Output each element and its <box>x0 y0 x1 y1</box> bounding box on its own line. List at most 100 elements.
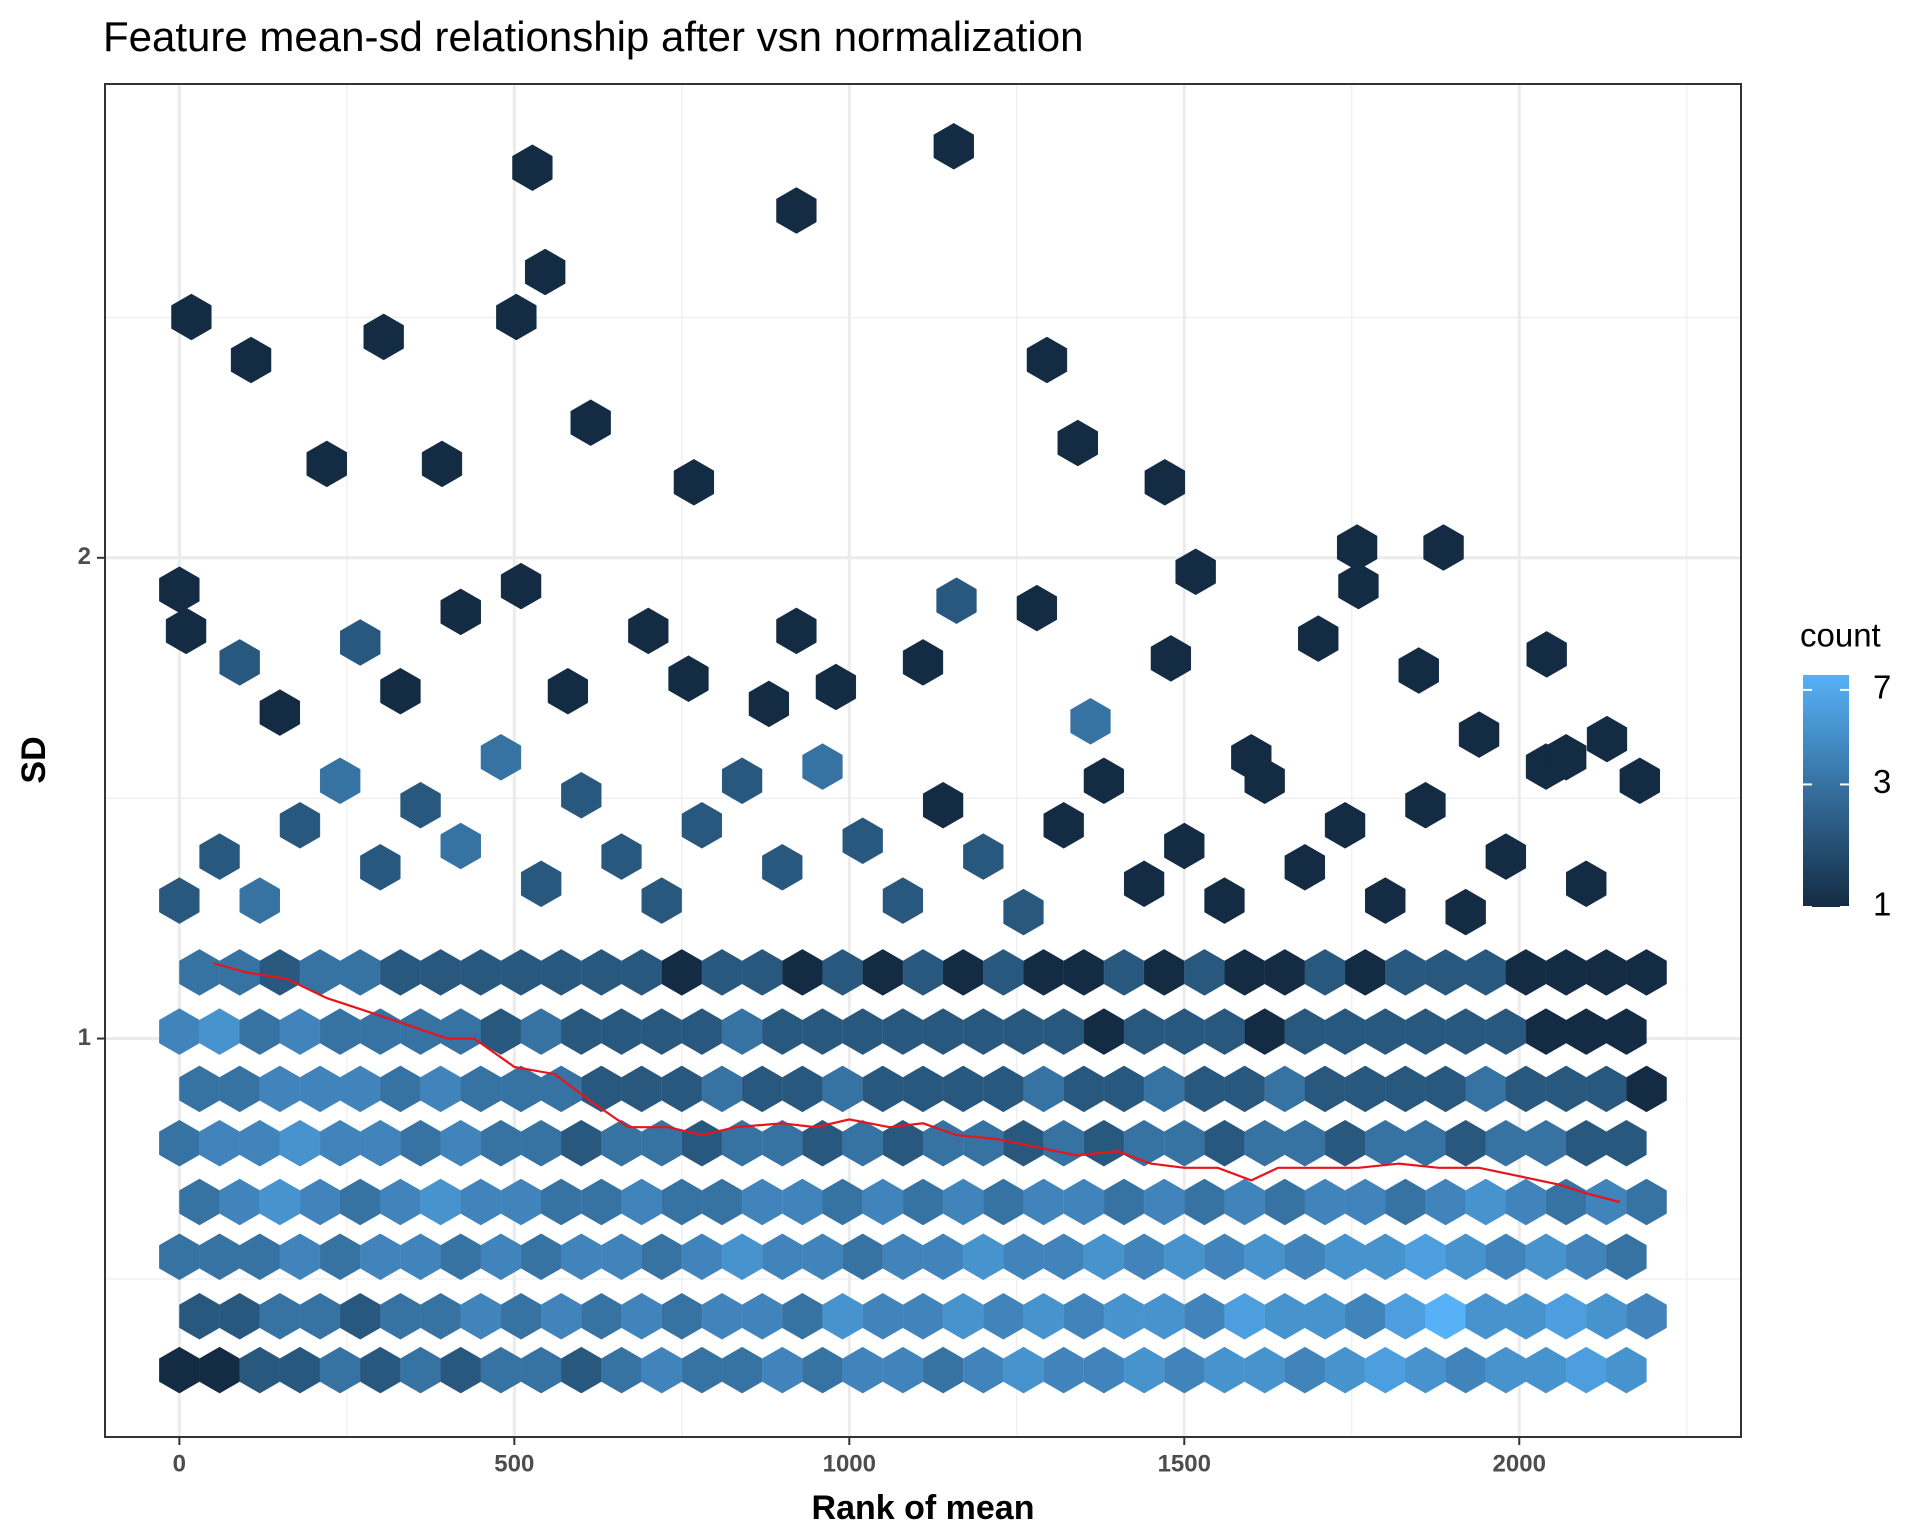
hex-bin <box>1123 1233 1165 1281</box>
hex-bin <box>1405 1119 1446 1167</box>
hex-bin <box>641 877 682 924</box>
hex-bin <box>420 1065 461 1113</box>
hex-bin <box>199 1008 240 1055</box>
hex-bin <box>319 757 361 805</box>
hex-bin <box>159 877 200 924</box>
hex-bin <box>380 1293 421 1340</box>
hex-bin <box>159 1008 200 1055</box>
hex-bin <box>601 1346 642 1394</box>
hex-bin <box>219 639 260 686</box>
hex-bin <box>1204 1233 1245 1281</box>
hex-bin <box>1231 734 1272 781</box>
hex-bin <box>520 860 562 908</box>
hex-bin <box>524 248 566 296</box>
hex-bin <box>922 1119 964 1167</box>
hex-bin <box>1164 822 1205 870</box>
hex-bin <box>420 949 461 996</box>
hex-bin <box>1385 949 1426 996</box>
hex-bin <box>902 1178 944 1226</box>
hex-bin <box>1606 1119 1647 1167</box>
hex-bin <box>1485 1346 1527 1394</box>
hex-bin <box>822 1178 863 1226</box>
hex-bin <box>933 123 974 170</box>
hex-bin <box>421 440 463 488</box>
hex-bin <box>570 399 611 446</box>
hex-bin <box>561 1008 602 1055</box>
hex-bin <box>1144 1178 1185 1226</box>
hex-bin <box>1043 1008 1084 1055</box>
hex-bin <box>199 833 240 880</box>
hex-bin <box>460 1293 502 1340</box>
hex-bin <box>862 1178 903 1226</box>
hex-bin <box>541 1293 582 1340</box>
hex-bin <box>1244 1346 1285 1394</box>
hex-bin <box>1184 1293 1225 1340</box>
hex-bin <box>1144 1065 1185 1113</box>
hex-bin <box>1545 1065 1587 1113</box>
hex-bin <box>1425 1293 1466 1340</box>
hex-bin <box>1204 1346 1245 1394</box>
hex-bin <box>1284 844 1326 891</box>
hex-bin <box>1505 1178 1547 1226</box>
hex-bin <box>673 459 715 506</box>
hex-bin <box>862 949 903 996</box>
hex-bin <box>581 1293 622 1340</box>
hex-bin <box>1083 757 1125 805</box>
x-tick-label: 2000 <box>1493 1450 1546 1477</box>
hex-bin <box>1284 1346 1326 1394</box>
hex-bin <box>1626 1065 1667 1113</box>
hex-bin <box>601 1119 642 1167</box>
hex-bin <box>1103 949 1145 996</box>
hex-bin <box>1545 949 1587 996</box>
hex-bin <box>601 833 642 880</box>
hex-bin <box>882 877 924 924</box>
hex-bin <box>1284 1008 1326 1055</box>
hex-bin <box>400 1346 441 1394</box>
hex-bin <box>279 1008 321 1055</box>
hex-bin <box>1003 1008 1044 1055</box>
hex-bin <box>319 1233 361 1281</box>
hex-bin <box>520 1119 562 1167</box>
hex-bin <box>400 781 441 829</box>
hex-bin <box>380 949 421 996</box>
hex-bin <box>380 1178 421 1226</box>
hex-bin <box>815 663 857 711</box>
hex-bin <box>983 1293 1024 1340</box>
hex-bin <box>460 949 502 996</box>
hex-bin <box>742 1065 783 1113</box>
hex-bin <box>701 949 743 996</box>
hex-bin <box>1324 1233 1366 1281</box>
hex-bin <box>963 1346 1004 1394</box>
hex-bin <box>1445 1119 1486 1167</box>
hex-bin <box>943 1178 984 1226</box>
hex-bin <box>520 1233 562 1281</box>
hex-bin <box>1425 1065 1466 1113</box>
hex-bin <box>1445 1233 1486 1281</box>
hex-bin <box>621 949 662 996</box>
hex-bin <box>420 1178 461 1226</box>
hex-bin <box>943 1065 984 1113</box>
hex-bin <box>1063 949 1104 996</box>
hex-bin <box>742 949 783 996</box>
hex-bin <box>1566 1119 1607 1167</box>
hex-bin <box>1505 1065 1547 1113</box>
hex-bin <box>701 1293 743 1340</box>
hex-bin <box>1023 949 1064 996</box>
hex-bin <box>440 822 481 870</box>
hex-bin <box>259 1065 301 1113</box>
hex-bin <box>1344 1293 1386 1340</box>
hex-bin <box>1083 1008 1125 1055</box>
hex-bin <box>822 949 863 996</box>
hex-bin <box>1626 949 1667 996</box>
hex-bin <box>802 1346 843 1394</box>
hex-bin <box>1606 1233 1647 1281</box>
hex-bin <box>1385 1178 1426 1226</box>
hex-bin <box>1026 336 1068 384</box>
hex-bin <box>199 1233 240 1281</box>
hex-bin <box>1244 1233 1285 1281</box>
hex-bin <box>1083 1119 1125 1167</box>
hex-bin <box>1204 877 1245 924</box>
chart-title: Feature mean-sd relationship after vsn n… <box>103 13 1083 60</box>
hex-bin <box>701 1065 743 1113</box>
